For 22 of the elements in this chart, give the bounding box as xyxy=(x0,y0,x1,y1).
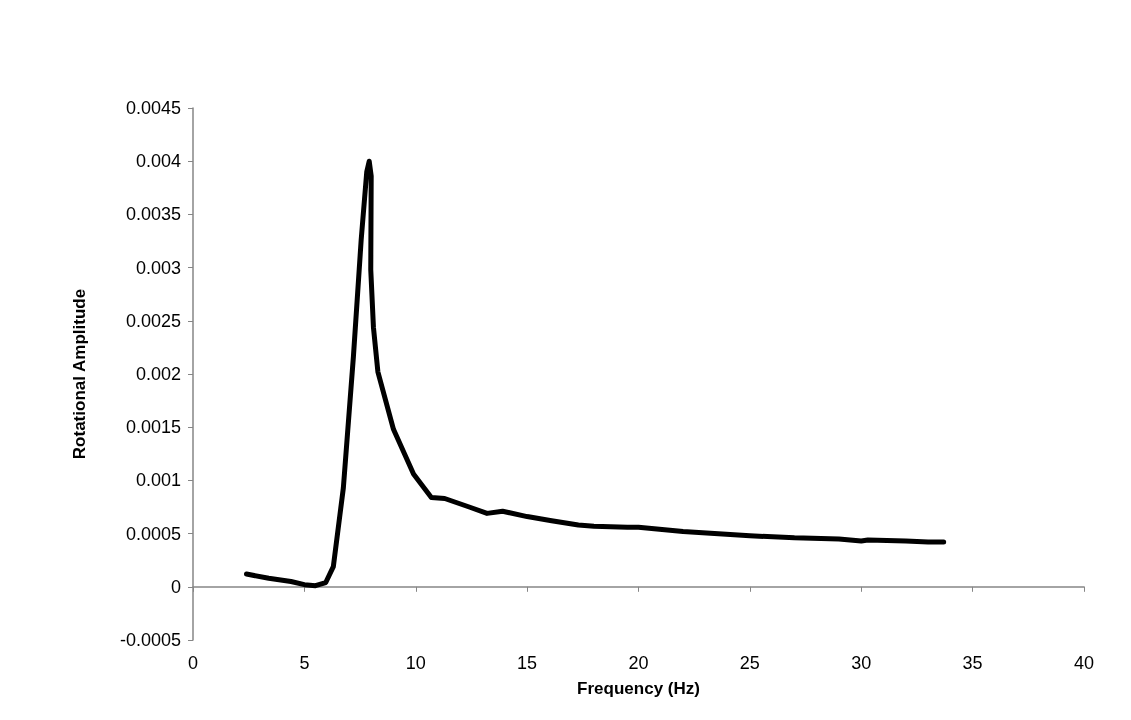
y-tick-label: 0 xyxy=(170,576,181,597)
y-tick-label: -0.0005 xyxy=(119,630,181,650)
y-tick-label: 0.0015 xyxy=(125,417,181,438)
x-tick-label: 25 xyxy=(739,653,760,673)
x-tick-label: 20 xyxy=(628,653,649,673)
y-tick-label: 0.0045 xyxy=(125,98,181,118)
x-tick-label: 10 xyxy=(405,653,426,673)
y-tick-label: 0.002 xyxy=(135,364,181,384)
y-tick-label: 0.0035 xyxy=(125,204,181,225)
x-tick-label: 15 xyxy=(517,653,538,673)
y-tick-label: 0.003 xyxy=(135,257,181,278)
x-tick-label: 5 xyxy=(299,653,310,673)
y-tick-label: 0.004 xyxy=(135,151,181,172)
x-tick-label: 40 xyxy=(1073,653,1095,673)
x-tick-label: 35 xyxy=(962,653,983,673)
x-tick-label: 30 xyxy=(851,653,872,673)
y-tick-label: 0.0005 xyxy=(125,523,181,544)
y-axis-title: Rotational Amplitude xyxy=(70,288,89,460)
x-axis-title: Frequency (Hz) xyxy=(577,679,700,698)
x-tick-label: 0 xyxy=(187,653,199,673)
y-tick-label: 0.0025 xyxy=(125,310,181,331)
y-tick-label: 0.001 xyxy=(135,470,181,491)
